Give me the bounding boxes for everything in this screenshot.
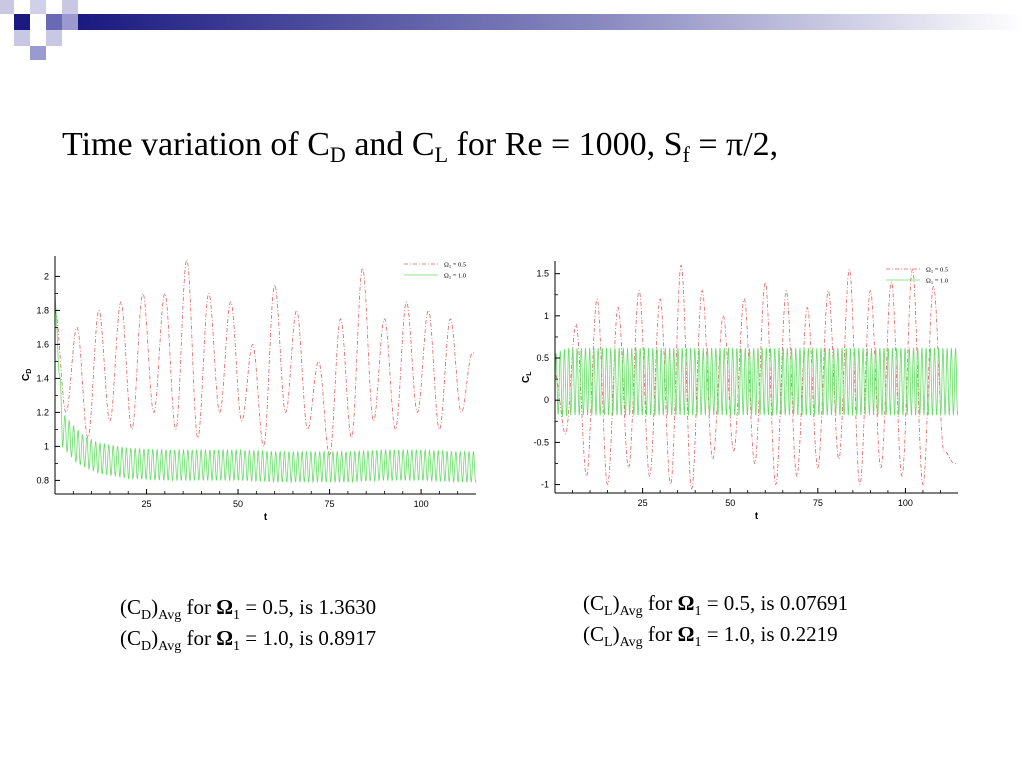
stat-sub: Avg bbox=[619, 635, 643, 650]
cd-stat-line: (CD)Avg for Ω1 = 1.0, is 0.8917 bbox=[120, 623, 376, 654]
header-gradient-band bbox=[78, 14, 1024, 30]
y-axis-label: CD bbox=[22, 369, 33, 381]
chart-svg: -1 -0.5 0 0.5 1 1.5 25 50 75 100 t CL Ω1 = 0.5 Ω1 = 1… bbox=[521, 261, 958, 522]
slide-title: Time variation of CD and CL for Re = 100… bbox=[62, 126, 779, 166]
deco-square bbox=[46, 30, 62, 46]
title-sf-sub: f bbox=[682, 142, 690, 167]
series-line-2 bbox=[555, 346, 958, 418]
stat-sub: L bbox=[604, 604, 613, 619]
stat-text: ) bbox=[151, 595, 159, 619]
stat-sub: 1 bbox=[233, 608, 241, 623]
y-tick-label: -1 bbox=[541, 480, 549, 490]
y-tick-label: 1.5 bbox=[536, 269, 549, 279]
legend-label-2: Ω1 = 1.0 bbox=[444, 273, 466, 281]
x-tick-label: 25 bbox=[638, 498, 648, 508]
y-tick-label: 1.6 bbox=[36, 339, 49, 349]
legend-label-1: Ω1 = 0.5 bbox=[444, 262, 466, 270]
y-tick-label: 2 bbox=[44, 271, 49, 281]
cl-stat-line: (CL)Avg for Ω1 = 0.5, is 0.07691 bbox=[583, 588, 848, 619]
stat-sub: D bbox=[141, 639, 152, 654]
y-axis-label: CL bbox=[522, 371, 533, 383]
stat-value: = 1.0, is 0.2219 bbox=[701, 622, 838, 646]
stat-text: for bbox=[642, 622, 678, 646]
cd-average-stats: (CD)Avg for Ω1 = 0.5, is 1.3630 (CD)Avg … bbox=[120, 592, 376, 654]
title-prefix: Time variation of bbox=[62, 126, 308, 163]
stat-value: = 0.5, is 0.07691 bbox=[701, 591, 849, 615]
legend-label-1: Ω1 = 0.5 bbox=[926, 267, 948, 275]
deco-square bbox=[46, 14, 62, 30]
title-cl-sub: L bbox=[434, 142, 449, 167]
y-tick-label: 1.2 bbox=[36, 407, 49, 417]
title-suffix: = π/2, bbox=[689, 126, 779, 163]
stat-text: (C bbox=[120, 626, 141, 650]
stat-text: for bbox=[181, 595, 217, 619]
y-tick-label: 1 bbox=[44, 441, 49, 451]
stat-sub: Avg bbox=[158, 608, 182, 623]
y-axis-label-sub: D bbox=[26, 369, 33, 374]
deco-square bbox=[30, 0, 46, 14]
title-cd: C bbox=[307, 126, 330, 163]
chart-svg: 0.8 1 1.2 1.4 1.6 1.8 2 25 50 75 100 t CD Ω1 = 0.5 Ω1 … bbox=[21, 256, 476, 523]
stat-sub: L bbox=[604, 635, 613, 650]
stat-text: ) bbox=[612, 622, 620, 646]
omega-symbol: Ω bbox=[677, 591, 695, 615]
stat-value: = 1.0, is 0.8917 bbox=[240, 626, 377, 650]
header-decoration bbox=[0, 0, 1024, 60]
stat-text: (C bbox=[120, 595, 141, 619]
title-for-re: for Re = 1000, S bbox=[448, 126, 683, 163]
stat-text: ) bbox=[612, 591, 620, 615]
x-axis-label: t bbox=[264, 512, 268, 523]
series-line-2 bbox=[55, 293, 476, 484]
stat-text: for bbox=[642, 591, 678, 615]
y-tick-label: 0.8 bbox=[36, 475, 49, 485]
x-tick-label: 100 bbox=[898, 498, 913, 508]
y-axis-label-main: C bbox=[522, 376, 532, 383]
y-tick-label: 1.8 bbox=[36, 305, 49, 315]
series-line-1 bbox=[555, 264, 958, 490]
omega-symbol: Ω bbox=[677, 622, 695, 646]
title-cd-sub: D bbox=[329, 142, 346, 167]
legend-label-2: Ω1 = 1.0 bbox=[926, 278, 948, 286]
deco-square bbox=[62, 0, 78, 14]
stat-sub: 1 bbox=[233, 639, 241, 654]
title-and: and C bbox=[345, 126, 435, 163]
stat-sub: D bbox=[141, 608, 152, 623]
stat-sub: Avg bbox=[619, 604, 643, 619]
deco-square bbox=[0, 0, 14, 14]
x-tick-label: 50 bbox=[725, 498, 735, 508]
omega-symbol: Ω bbox=[216, 595, 234, 619]
stat-text: (C bbox=[583, 622, 604, 646]
x-axis-label: t bbox=[755, 511, 759, 522]
stat-value: = 0.5, is 1.3630 bbox=[240, 595, 377, 619]
stat-sub: 1 bbox=[694, 604, 702, 619]
stat-text: ) bbox=[151, 626, 159, 650]
cd-chart: 0.8 1 1.2 1.4 1.6 1.8 2 25 50 75 100 t CD Ω1 = 0.5 Ω1 … bbox=[21, 248, 482, 528]
y-tick-label: 1 bbox=[544, 311, 549, 321]
deco-square bbox=[62, 14, 78, 30]
stat-text: for bbox=[181, 626, 217, 650]
series-line-1 bbox=[55, 258, 476, 456]
y-tick-label: 0 bbox=[544, 395, 549, 405]
x-tick-label: 100 bbox=[414, 499, 429, 509]
x-tick-label: 25 bbox=[142, 499, 152, 509]
y-tick-label: 1.4 bbox=[36, 373, 49, 383]
deco-square bbox=[14, 14, 30, 30]
x-tick-label: 50 bbox=[233, 499, 243, 509]
y-tick-label: 0.5 bbox=[536, 353, 549, 363]
stat-sub: Avg bbox=[158, 639, 182, 654]
cd-stat-line: (CD)Avg for Ω1 = 0.5, is 1.3630 bbox=[120, 592, 376, 623]
cl-average-stats: (CL)Avg for Ω1 = 0.5, is 0.07691 (CL)Avg… bbox=[583, 588, 848, 650]
omega-symbol: Ω bbox=[216, 626, 234, 650]
stat-text: (C bbox=[583, 591, 604, 615]
y-tick-label: -0.5 bbox=[533, 437, 549, 447]
x-tick-label: 75 bbox=[325, 499, 335, 509]
y-axis-label-main: C bbox=[22, 374, 32, 381]
stat-sub: 1 bbox=[694, 635, 702, 650]
y-axis-label-sub: L bbox=[526, 371, 533, 376]
deco-square bbox=[30, 46, 46, 60]
x-tick-label: 75 bbox=[813, 498, 823, 508]
cl-chart: -1 -0.5 0 0.5 1 1.5 25 50 75 100 t CL Ω1 = 0.5 Ω1 = 1… bbox=[521, 255, 982, 525]
deco-square bbox=[14, 30, 30, 46]
cl-stat-line: (CL)Avg for Ω1 = 1.0, is 0.2219 bbox=[583, 619, 848, 650]
